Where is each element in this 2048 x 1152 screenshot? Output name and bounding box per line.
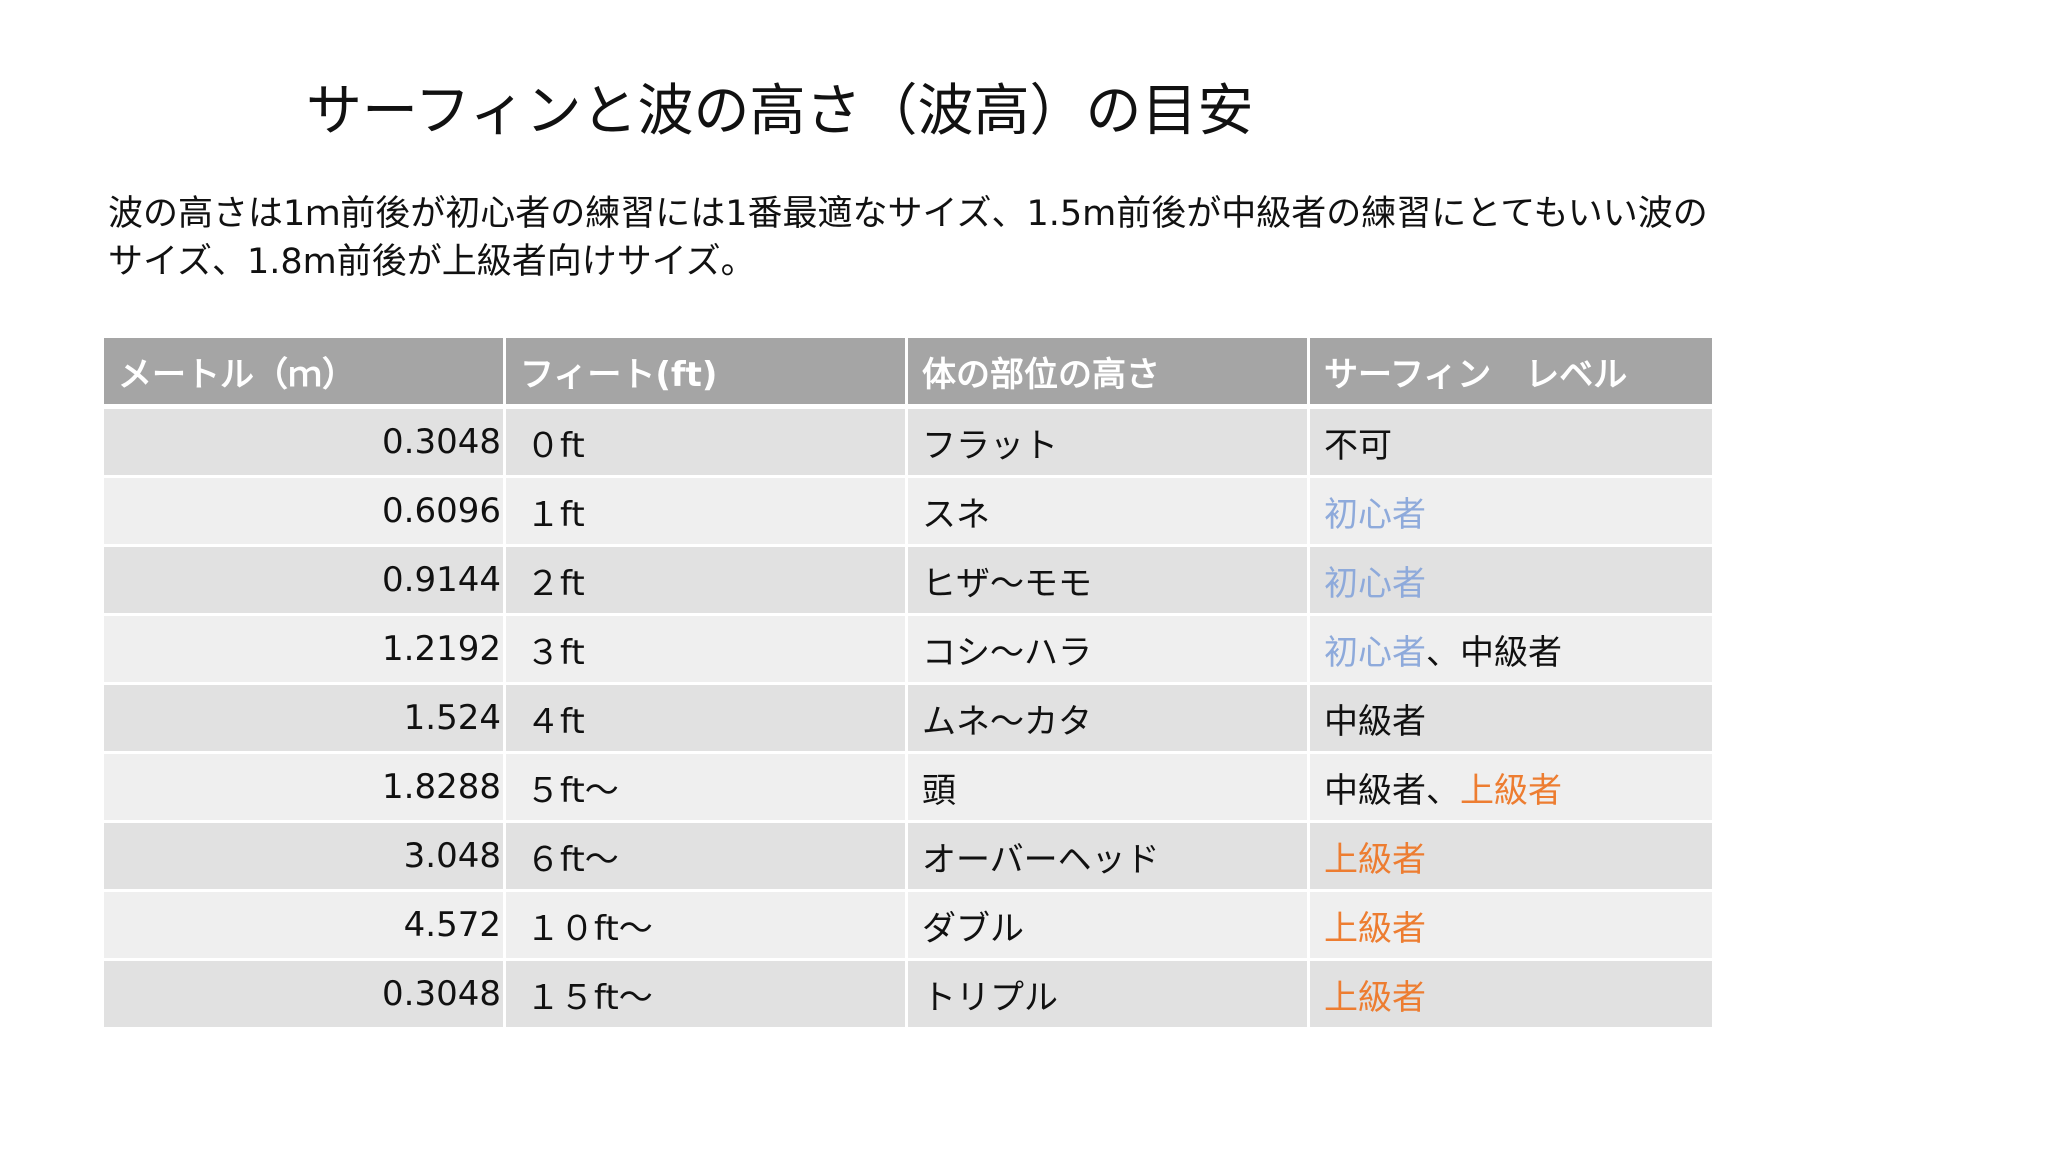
level-advanced-label: 上級者 bbox=[1324, 908, 1426, 949]
cell-feet: ４ft bbox=[506, 685, 908, 754]
cell-meter: 0.6096 bbox=[104, 478, 506, 547]
intro-paragraph: 波の高さは1ｍ前後が初心者の練習には1番最適なサイズ、1.5m前後が中級者の練習… bbox=[108, 190, 1848, 286]
cell-meter: 0.3048 bbox=[104, 961, 506, 1030]
cell-feet: ０ft bbox=[506, 409, 908, 478]
table-row: 0.3048 ０ft フラット 不可 bbox=[104, 409, 1712, 478]
table-row: 0.9144 ２ft ヒザ～モモ 初心者 bbox=[104, 547, 1712, 616]
table-row: 0.6096 １ft スネ 初心者 bbox=[104, 478, 1712, 547]
level-intermediate-label: 中級者 bbox=[1324, 770, 1426, 811]
table-row: 0.3048 １５ft～ トリプル 上級者 bbox=[104, 961, 1712, 1030]
cell-body-part: オーバーヘッド bbox=[908, 823, 1310, 892]
cell-surf-level: 中級者 bbox=[1310, 685, 1712, 754]
slide-title: サーフィンと波の高さ（波高）の目安 bbox=[306, 79, 1254, 144]
cell-surf-level: 不可 bbox=[1310, 409, 1712, 478]
intro-line-1: 波の高さは1ｍ前後が初心者の練習には1番最適なサイズ、1.5m前後が中級者の練習… bbox=[108, 194, 1708, 234]
level-beginner-label: 初心者 bbox=[1324, 563, 1426, 604]
cell-body-part: 頭 bbox=[908, 754, 1310, 823]
table-row: 1.524 ４ft ムネ～カタ 中級者 bbox=[104, 685, 1712, 754]
header-feet: フィート(ft) bbox=[506, 338, 908, 409]
wave-height-table: メートル（ｍ） フィート(ft) 体の部位の高さ サーフィン レベル 0.304… bbox=[104, 338, 1712, 1030]
cell-surf-level: 上級者 bbox=[1310, 823, 1712, 892]
table-row: 4.572 １０ft～ ダブル 上級者 bbox=[104, 892, 1712, 961]
level-beginner-label: 初心者 bbox=[1324, 494, 1426, 535]
table-body: 0.3048 ０ft フラット 不可 0.6096 １ft スネ 初心者 0.9144 ２ft ヒザ… bbox=[104, 409, 1712, 1030]
cell-surf-level: 上級者 bbox=[1310, 892, 1712, 961]
cell-feet: ６ft～ bbox=[506, 823, 908, 892]
level-advanced-label: 上級者 bbox=[1460, 770, 1562, 811]
cell-surf-level: 初心者 bbox=[1310, 547, 1712, 616]
cell-surf-level: 上級者 bbox=[1310, 961, 1712, 1030]
header-body-part: 体の部位の高さ bbox=[908, 338, 1310, 409]
cell-body-part: ダブル bbox=[908, 892, 1310, 961]
cell-feet: １０ft～ bbox=[506, 892, 908, 961]
cell-meter: 3.048 bbox=[104, 823, 506, 892]
level-advanced-label: 上級者 bbox=[1324, 839, 1426, 880]
cell-meter: 1.8288 bbox=[104, 754, 506, 823]
table-row: 3.048 ６ft～ オーバーヘッド 上級者 bbox=[104, 823, 1712, 892]
cell-meter: 1.524 bbox=[104, 685, 506, 754]
cell-body-part: ムネ～カタ bbox=[908, 685, 1310, 754]
cell-feet: ５ft～ bbox=[506, 754, 908, 823]
cell-body-part: ヒザ～モモ bbox=[908, 547, 1310, 616]
cell-feet: ３ft bbox=[506, 616, 908, 685]
cell-meter: 1.2192 bbox=[104, 616, 506, 685]
cell-feet: １５ft～ bbox=[506, 961, 908, 1030]
level-separator: 、 bbox=[1426, 770, 1460, 811]
table-row: 1.2192 ３ft コシ～ハラ 初心者、中級者 bbox=[104, 616, 1712, 685]
cell-surf-level: 中級者、上級者 bbox=[1310, 754, 1712, 823]
cell-body-part: トリプル bbox=[908, 961, 1310, 1030]
cell-feet: １ft bbox=[506, 478, 908, 547]
cell-feet: ２ft bbox=[506, 547, 908, 616]
cell-meter: 0.3048 bbox=[104, 409, 506, 478]
table-header-row: メートル（ｍ） フィート(ft) 体の部位の高さ サーフィン レベル bbox=[104, 338, 1712, 409]
level-beginner-label: 初心者 bbox=[1324, 632, 1426, 673]
level-intermediate-label: 中級者 bbox=[1324, 701, 1426, 742]
table-row: 1.8288 ５ft～頭中級者、上級者 bbox=[104, 754, 1712, 823]
level-separator: 、 bbox=[1426, 632, 1460, 673]
header-meter: メートル（ｍ） bbox=[104, 338, 506, 409]
level-advanced-label: 上級者 bbox=[1324, 977, 1426, 1018]
cell-body-part: フラット bbox=[908, 409, 1310, 478]
cell-meter: 0.9144 bbox=[104, 547, 506, 616]
cell-body-part: スネ bbox=[908, 478, 1310, 547]
header-surf-level: サーフィン レベル bbox=[1310, 338, 1712, 409]
level-intermediate-label: 中級者 bbox=[1460, 632, 1562, 673]
level-intermediate-label: 不可 bbox=[1324, 425, 1392, 466]
intro-line-2: サイズ、1.8m前後が上級者向けサイズ。 bbox=[108, 242, 756, 282]
cell-body-part: コシ～ハラ bbox=[908, 616, 1310, 685]
cell-meter: 4.572 bbox=[104, 892, 506, 961]
cell-surf-level: 初心者 bbox=[1310, 478, 1712, 547]
cell-surf-level: 初心者、中級者 bbox=[1310, 616, 1712, 685]
